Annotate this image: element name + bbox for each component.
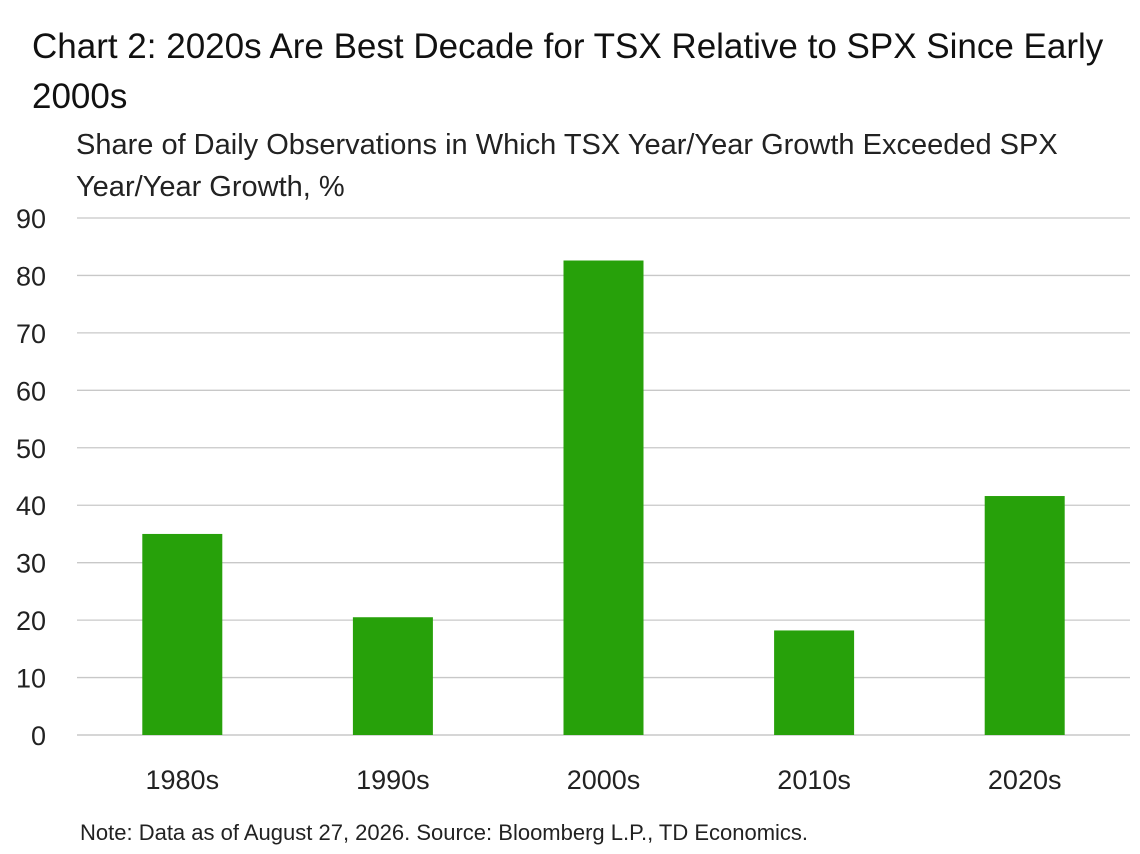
x-tick-label: 2020s [988,765,1062,795]
x-tick-label: 1980s [146,765,220,795]
source-note: Note: Data as of August 27, 2026. Source… [80,820,809,845]
bars [142,260,1065,735]
x-tick-label: 1990s [356,765,430,795]
y-tick-label: 20 [16,606,46,636]
bar-2010s [774,630,855,735]
y-tick-label: 30 [16,549,46,579]
y-tick-label: 80 [16,261,46,291]
bar-2020s [984,496,1065,735]
bar-1990s [352,617,433,735]
y-tick-label: 10 [16,664,46,694]
y-tick-label: 70 [16,319,46,349]
bar-2000s [563,260,644,735]
x-tick-label: 2010s [777,765,851,795]
y-tick-label: 50 [16,434,46,464]
chart-subtitle: Share of Daily Observations in Which TSX… [76,129,1058,203]
y-axis-ticks: 0 10 20 30 40 50 60 70 80 90 [16,204,46,751]
y-tick-label: 90 [16,204,46,234]
bar-1980s [142,533,223,735]
y-tick-label: 40 [16,491,46,521]
x-tick-label: 2000s [567,765,641,795]
y-tick-label: 0 [31,721,46,751]
x-axis-labels: 1980s 1990s 2000s 2010s 2020s [146,765,1062,795]
y-tick-label: 60 [16,376,46,406]
chart-title: Chart 2: 2020s Are Best Decade for TSX R… [32,27,1104,116]
